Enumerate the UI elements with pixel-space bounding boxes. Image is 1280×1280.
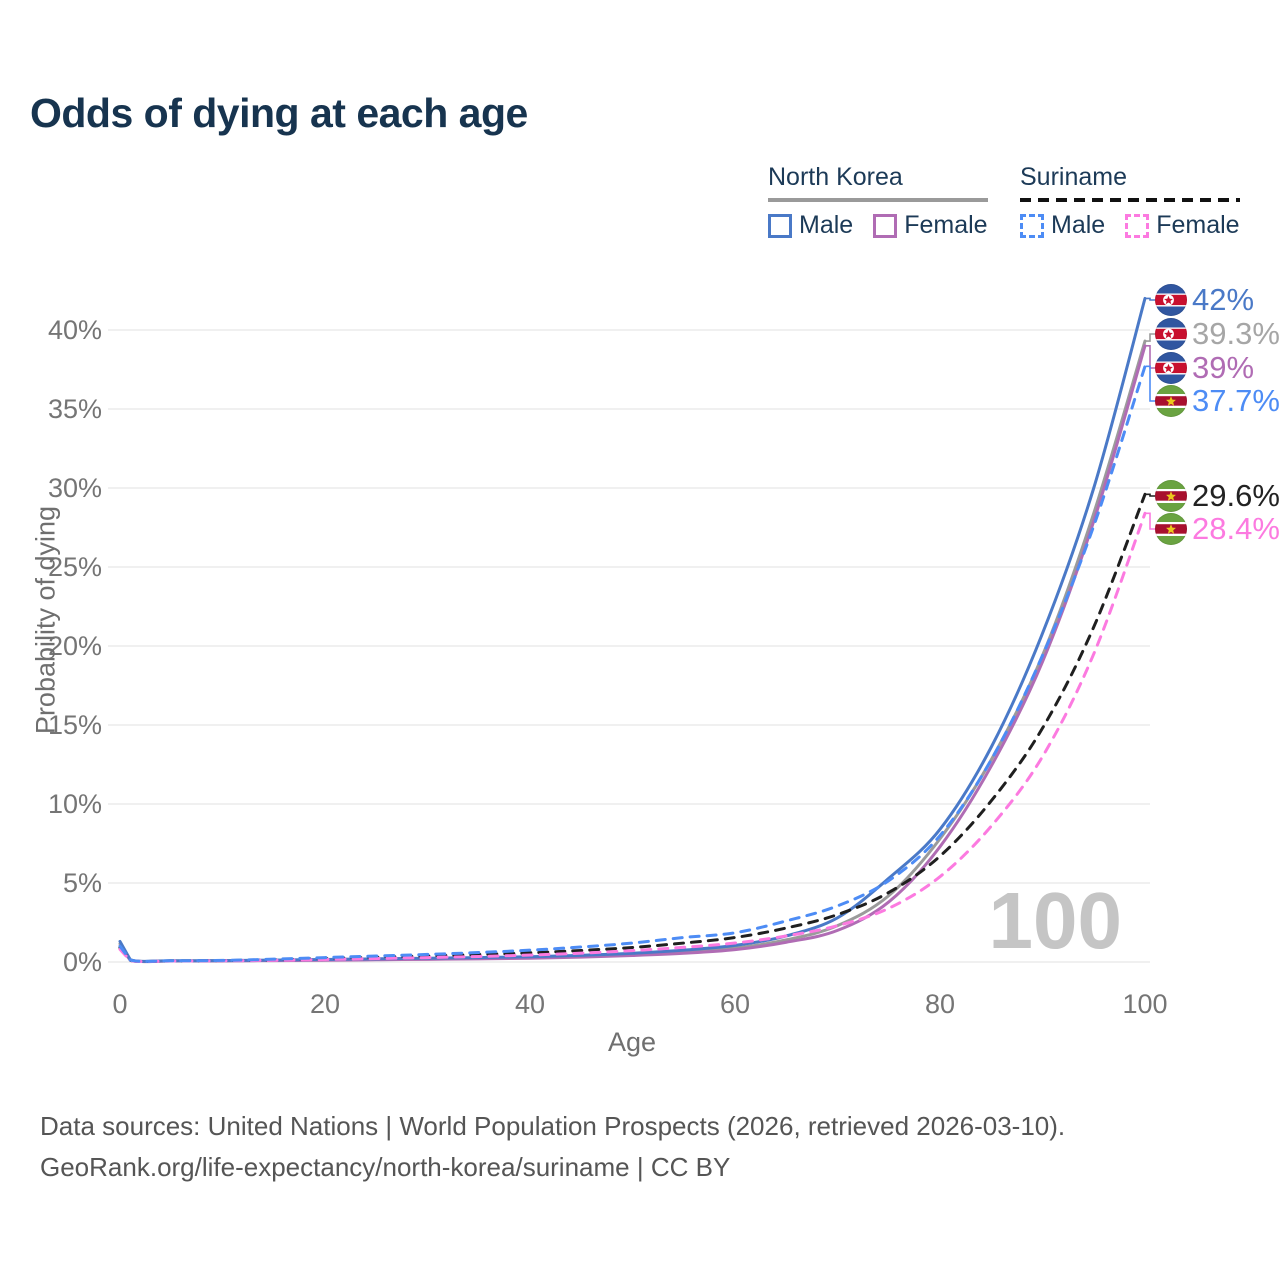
suriname-female-swatch: [1125, 213, 1150, 238]
y-tick-label: 10%: [48, 789, 102, 819]
legend-item-suriname-female[interactable]: Female: [1125, 211, 1240, 240]
label-connector: [1146, 493, 1155, 497]
series-line-suriname-male: [118, 364, 1147, 963]
legend-label: Male: [1051, 211, 1106, 239]
y-tick-label: 30%: [48, 473, 102, 503]
x-tick-label: 100: [1122, 989, 1167, 1019]
y-tick-label: 40%: [48, 315, 102, 345]
y-tick-label: 25%: [48, 552, 102, 582]
watermark: 100: [989, 876, 1122, 965]
north-korea-flag-icon: [1155, 352, 1187, 384]
series-line-north-korea-male: [118, 296, 1147, 963]
suriname-flag-icon: [1155, 385, 1187, 417]
label-connector: [1146, 365, 1155, 402]
x-axis-title: Age: [607, 1027, 657, 1057]
legend-item-suriname-male[interactable]: Male: [1020, 211, 1105, 240]
suriname-flag-icon: [1155, 513, 1187, 545]
legend-item-north-korea-female[interactable]: Female: [873, 211, 988, 240]
legend-title-north-korea: North Korea: [768, 163, 903, 191]
legend-group-north-korea: North Korea Male Female: [768, 163, 988, 240]
label-connector: [1146, 345, 1155, 369]
x-tick-label: 20: [310, 989, 340, 1019]
footer-attribution-link[interactable]: GeoRank.org/life-expectancy/north-korea/…: [40, 1152, 731, 1182]
y-axis-title: Probability of dying: [30, 505, 61, 735]
x-axis-ticks: 0 20 40 60 80 100: [112, 989, 1167, 1019]
legend-group-suriname: Suriname Male Female: [1020, 163, 1240, 240]
footer: Data sources: United Nations | World Pop…: [40, 1106, 1065, 1188]
legend-underline-dashed: [1020, 198, 1240, 202]
label-connector: [1146, 333, 1155, 342]
series-line-north-korea-female: [118, 344, 1147, 964]
legend-label: Female: [1156, 211, 1240, 239]
legend-item-north-korea-male[interactable]: Male: [768, 211, 853, 240]
north-korea-female-swatch: [873, 213, 898, 238]
x-tick-label: 0: [112, 989, 127, 1019]
legend-label: Female: [904, 211, 988, 239]
legend-label: Male: [799, 211, 854, 239]
x-tick-label: 40: [515, 989, 545, 1019]
end-value-label-north-korea-male: 42%: [1192, 282, 1254, 317]
end-value-label-north-korea-female: 39%: [1192, 350, 1254, 385]
page-title: Odds of dying at each age: [30, 90, 528, 136]
legend-title-suriname: Suriname: [1020, 163, 1127, 191]
y-tick-label: 0%: [63, 947, 102, 977]
north-korea-male-swatch: [768, 213, 792, 238]
end-value-label-suriname-male: 37.7%: [1192, 383, 1280, 418]
suriname-flag-icon: [1155, 480, 1187, 512]
label-connector: [1146, 297, 1155, 301]
end-value-label-suriname-both-sexes: 29.6%: [1192, 478, 1280, 513]
suriname-male-swatch: [1020, 213, 1044, 238]
y-tick-label: 15%: [48, 710, 102, 740]
series-line-suriname-female: [118, 511, 1147, 964]
series-lines: [118, 296, 1147, 964]
end-labels: 42%39.3%39%37.7% 29.6%28.4%: [1146, 282, 1280, 546]
end-value-label-suriname-female: 28.4%: [1192, 511, 1280, 546]
gridlines: 0% 5% 10% 15% 20% 25% 30% 35% 40%: [48, 315, 1150, 977]
legend-underline-solid: [768, 198, 988, 202]
footer-data-sources: Data sources: United Nations | World Pop…: [40, 1111, 1066, 1141]
y-tick-label: 20%: [48, 631, 102, 661]
x-tick-label: 60: [720, 989, 750, 1019]
x-tick-label: 80: [925, 989, 955, 1019]
north-korea-flag-icon: [1155, 284, 1187, 316]
north-korea-flag-icon: [1155, 318, 1187, 350]
y-tick-label: 5%: [63, 868, 102, 898]
series-line-north-korea-both-sexes: [118, 339, 1147, 963]
end-value-label-north-korea-both-sexes: 39.3%: [1192, 316, 1280, 351]
y-tick-label: 35%: [48, 394, 102, 424]
label-connector: [1146, 512, 1155, 530]
